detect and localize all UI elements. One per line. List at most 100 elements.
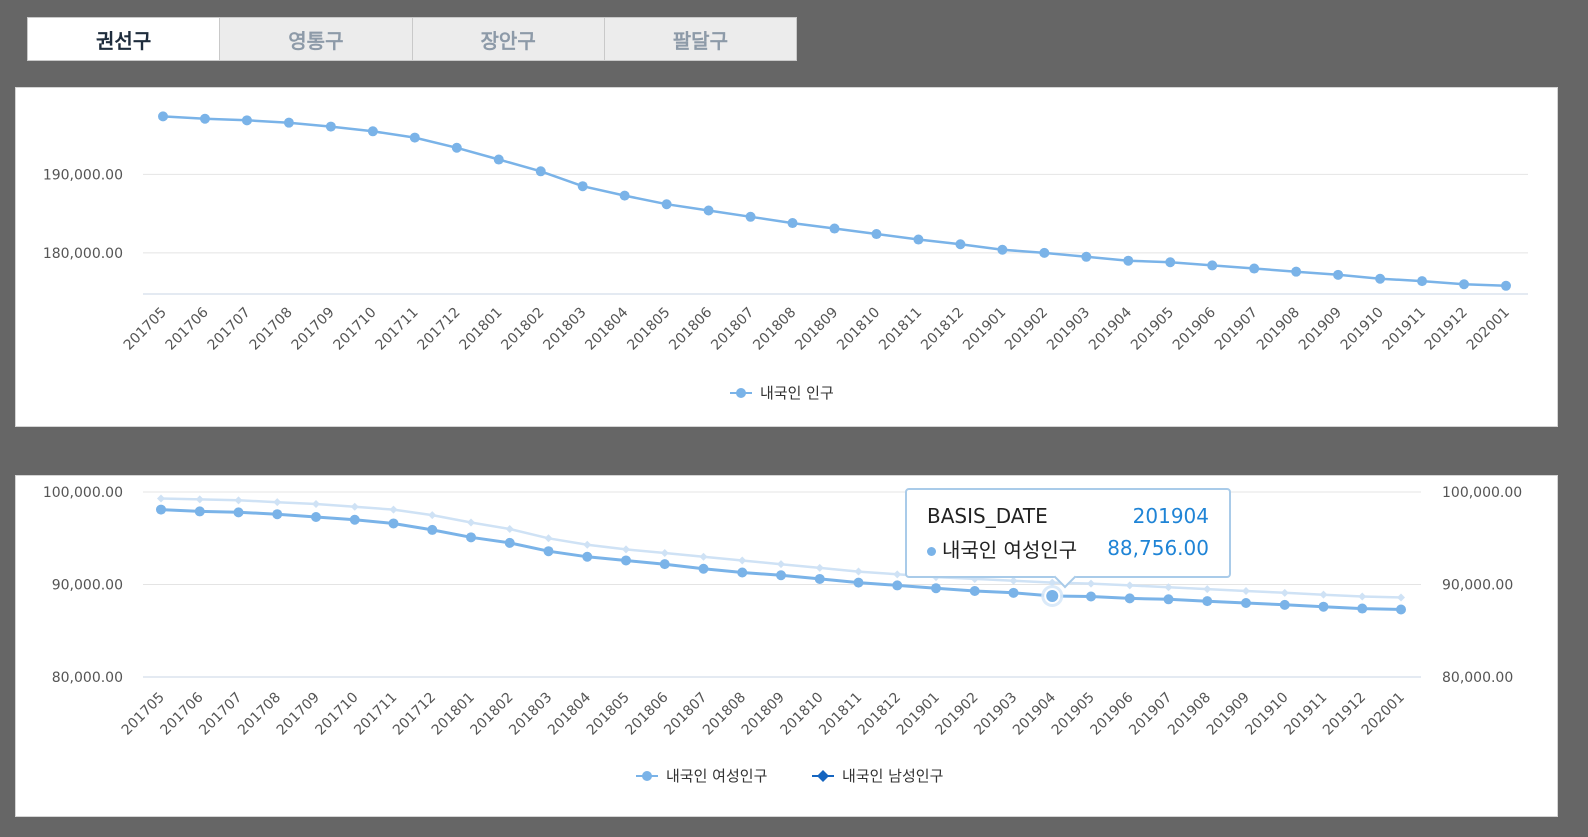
x-tick-label: 201901 — [960, 305, 1009, 354]
data-point — [389, 505, 398, 514]
x-tick-label: 201905 — [1128, 305, 1177, 354]
y-right-tick-label: 80,000.00 — [1442, 670, 1513, 686]
data-point — [698, 563, 709, 574]
tab-jangan[interactable]: 장안구 — [413, 18, 605, 60]
data-point — [787, 218, 798, 229]
data-point — [1319, 590, 1328, 599]
data-point — [1008, 587, 1019, 598]
data-point — [1207, 260, 1218, 271]
data-point — [1417, 276, 1428, 287]
x-tick-label: 201906 — [1170, 304, 1219, 353]
total-population-chart-panel: 190,000.00 180,000.00 201705 201706 201707 20… — [15, 87, 1558, 427]
y-tick-label: 90,000.00 — [52, 578, 123, 594]
x-tick-label: 201807 — [708, 305, 757, 354]
data-point — [1164, 583, 1173, 592]
legend-label: 내국인 인구 — [760, 384, 834, 402]
data-point — [703, 205, 714, 216]
data-point — [1165, 257, 1176, 268]
data-point — [853, 577, 864, 588]
data-point — [156, 504, 166, 515]
data-point — [543, 546, 554, 557]
data-point — [234, 496, 243, 505]
x-tick-label: 201910 — [1338, 305, 1387, 354]
data-point — [776, 570, 786, 581]
data-point — [1202, 596, 1213, 607]
data-point — [544, 534, 553, 543]
data-point — [737, 567, 748, 578]
data-point — [241, 115, 252, 126]
data-point — [1279, 599, 1290, 610]
chart-legend: 내국인 여성인구 내국인 남성인구 — [636, 767, 943, 785]
data-point — [1081, 251, 1092, 262]
x-tick-label: 201707 — [205, 305, 254, 354]
data-point — [388, 518, 399, 529]
tooltip-key-label: BASIS_DATE — [927, 504, 1048, 528]
y-tick-label: 190,000.00 — [43, 167, 123, 183]
x-tick-label: 201710 — [331, 305, 380, 354]
data-point — [1048, 578, 1057, 587]
x-tick-label: 201812 — [918, 305, 967, 354]
legend-label: 내국인 남성인구 — [842, 767, 943, 785]
data-point — [1124, 593, 1135, 604]
tab-yeongtong[interactable]: 영통구 — [220, 18, 413, 60]
data-point — [931, 583, 941, 594]
x-tick-label: 201708 — [247, 305, 296, 354]
x-tick-label: 201712 — [414, 305, 463, 354]
data-point — [955, 239, 966, 250]
tooltip-key-value: 201904 — [1132, 504, 1209, 528]
chart-legend: 내국인 인구 — [730, 384, 834, 402]
data-point — [1291, 266, 1302, 277]
data-point — [583, 540, 592, 549]
tooltip-series-label: 내국인 여성인구 — [942, 537, 1078, 562]
data-point — [272, 509, 283, 520]
data-point — [428, 511, 437, 520]
data-point — [1039, 247, 1050, 258]
tab-gwonseon[interactable]: 권선구 — [28, 18, 221, 60]
data-point — [1009, 576, 1018, 585]
x-tick-label: 201801 — [456, 305, 505, 354]
data-point — [893, 570, 902, 579]
y-right-tick-label: 90,000.00 — [1442, 578, 1513, 594]
data-point — [1241, 598, 1251, 608]
x-tick-label: 201902 — [1002, 305, 1051, 354]
data-point — [854, 567, 863, 576]
data-point — [505, 525, 514, 533]
tab-paldal[interactable]: 팔달구 — [672, 28, 728, 53]
total-population-chart: 190,000.00180,000.0020170520170620170720… — [43, 111, 1528, 402]
data-point — [660, 549, 669, 558]
data-point — [1086, 591, 1096, 602]
data-point — [1280, 588, 1289, 597]
data-point — [283, 117, 294, 128]
data-point — [621, 555, 631, 566]
data-point — [997, 244, 1008, 255]
data-point — [871, 229, 882, 240]
data-point — [1375, 273, 1386, 284]
x-tick-label: 201904 — [1086, 304, 1135, 353]
data-point — [233, 507, 244, 518]
data-point — [1125, 581, 1134, 590]
y-tick-label: 80,000.00 — [52, 670, 123, 686]
data-point — [1087, 579, 1095, 588]
y-tick-label: 100,000.00 — [43, 485, 123, 501]
legend-marker — [642, 771, 652, 781]
data-point — [745, 211, 756, 222]
legend-label: 내국인 여성인구 — [666, 767, 767, 785]
data-point — [1318, 601, 1329, 612]
x-tick-label: 201803 — [540, 305, 589, 354]
x-tick-label: 201705 — [121, 305, 170, 354]
data-point — [777, 560, 785, 569]
tooltip-series-dot-icon — [927, 546, 936, 556]
data-point — [582, 551, 593, 562]
x-tick-label: 201907 — [1212, 305, 1261, 354]
data-point — [466, 532, 476, 543]
data-point — [325, 121, 336, 132]
data-point — [1163, 594, 1174, 605]
gender-population-chart-panel: 100,000.00 100,000.00 90,000.00 90,000.00 80… — [15, 475, 1558, 817]
series-line-0 — [162, 115, 1507, 288]
y-tick-label: 180,000.00 — [43, 246, 123, 262]
x-tick-label: 202001 — [1359, 690, 1408, 739]
data-point — [493, 154, 504, 165]
data-point — [367, 126, 378, 137]
data-point — [1397, 593, 1405, 602]
gender-population-chart: 100,000.00 100,000.00 90,000.00 90,000.00 80… — [43, 485, 1522, 785]
